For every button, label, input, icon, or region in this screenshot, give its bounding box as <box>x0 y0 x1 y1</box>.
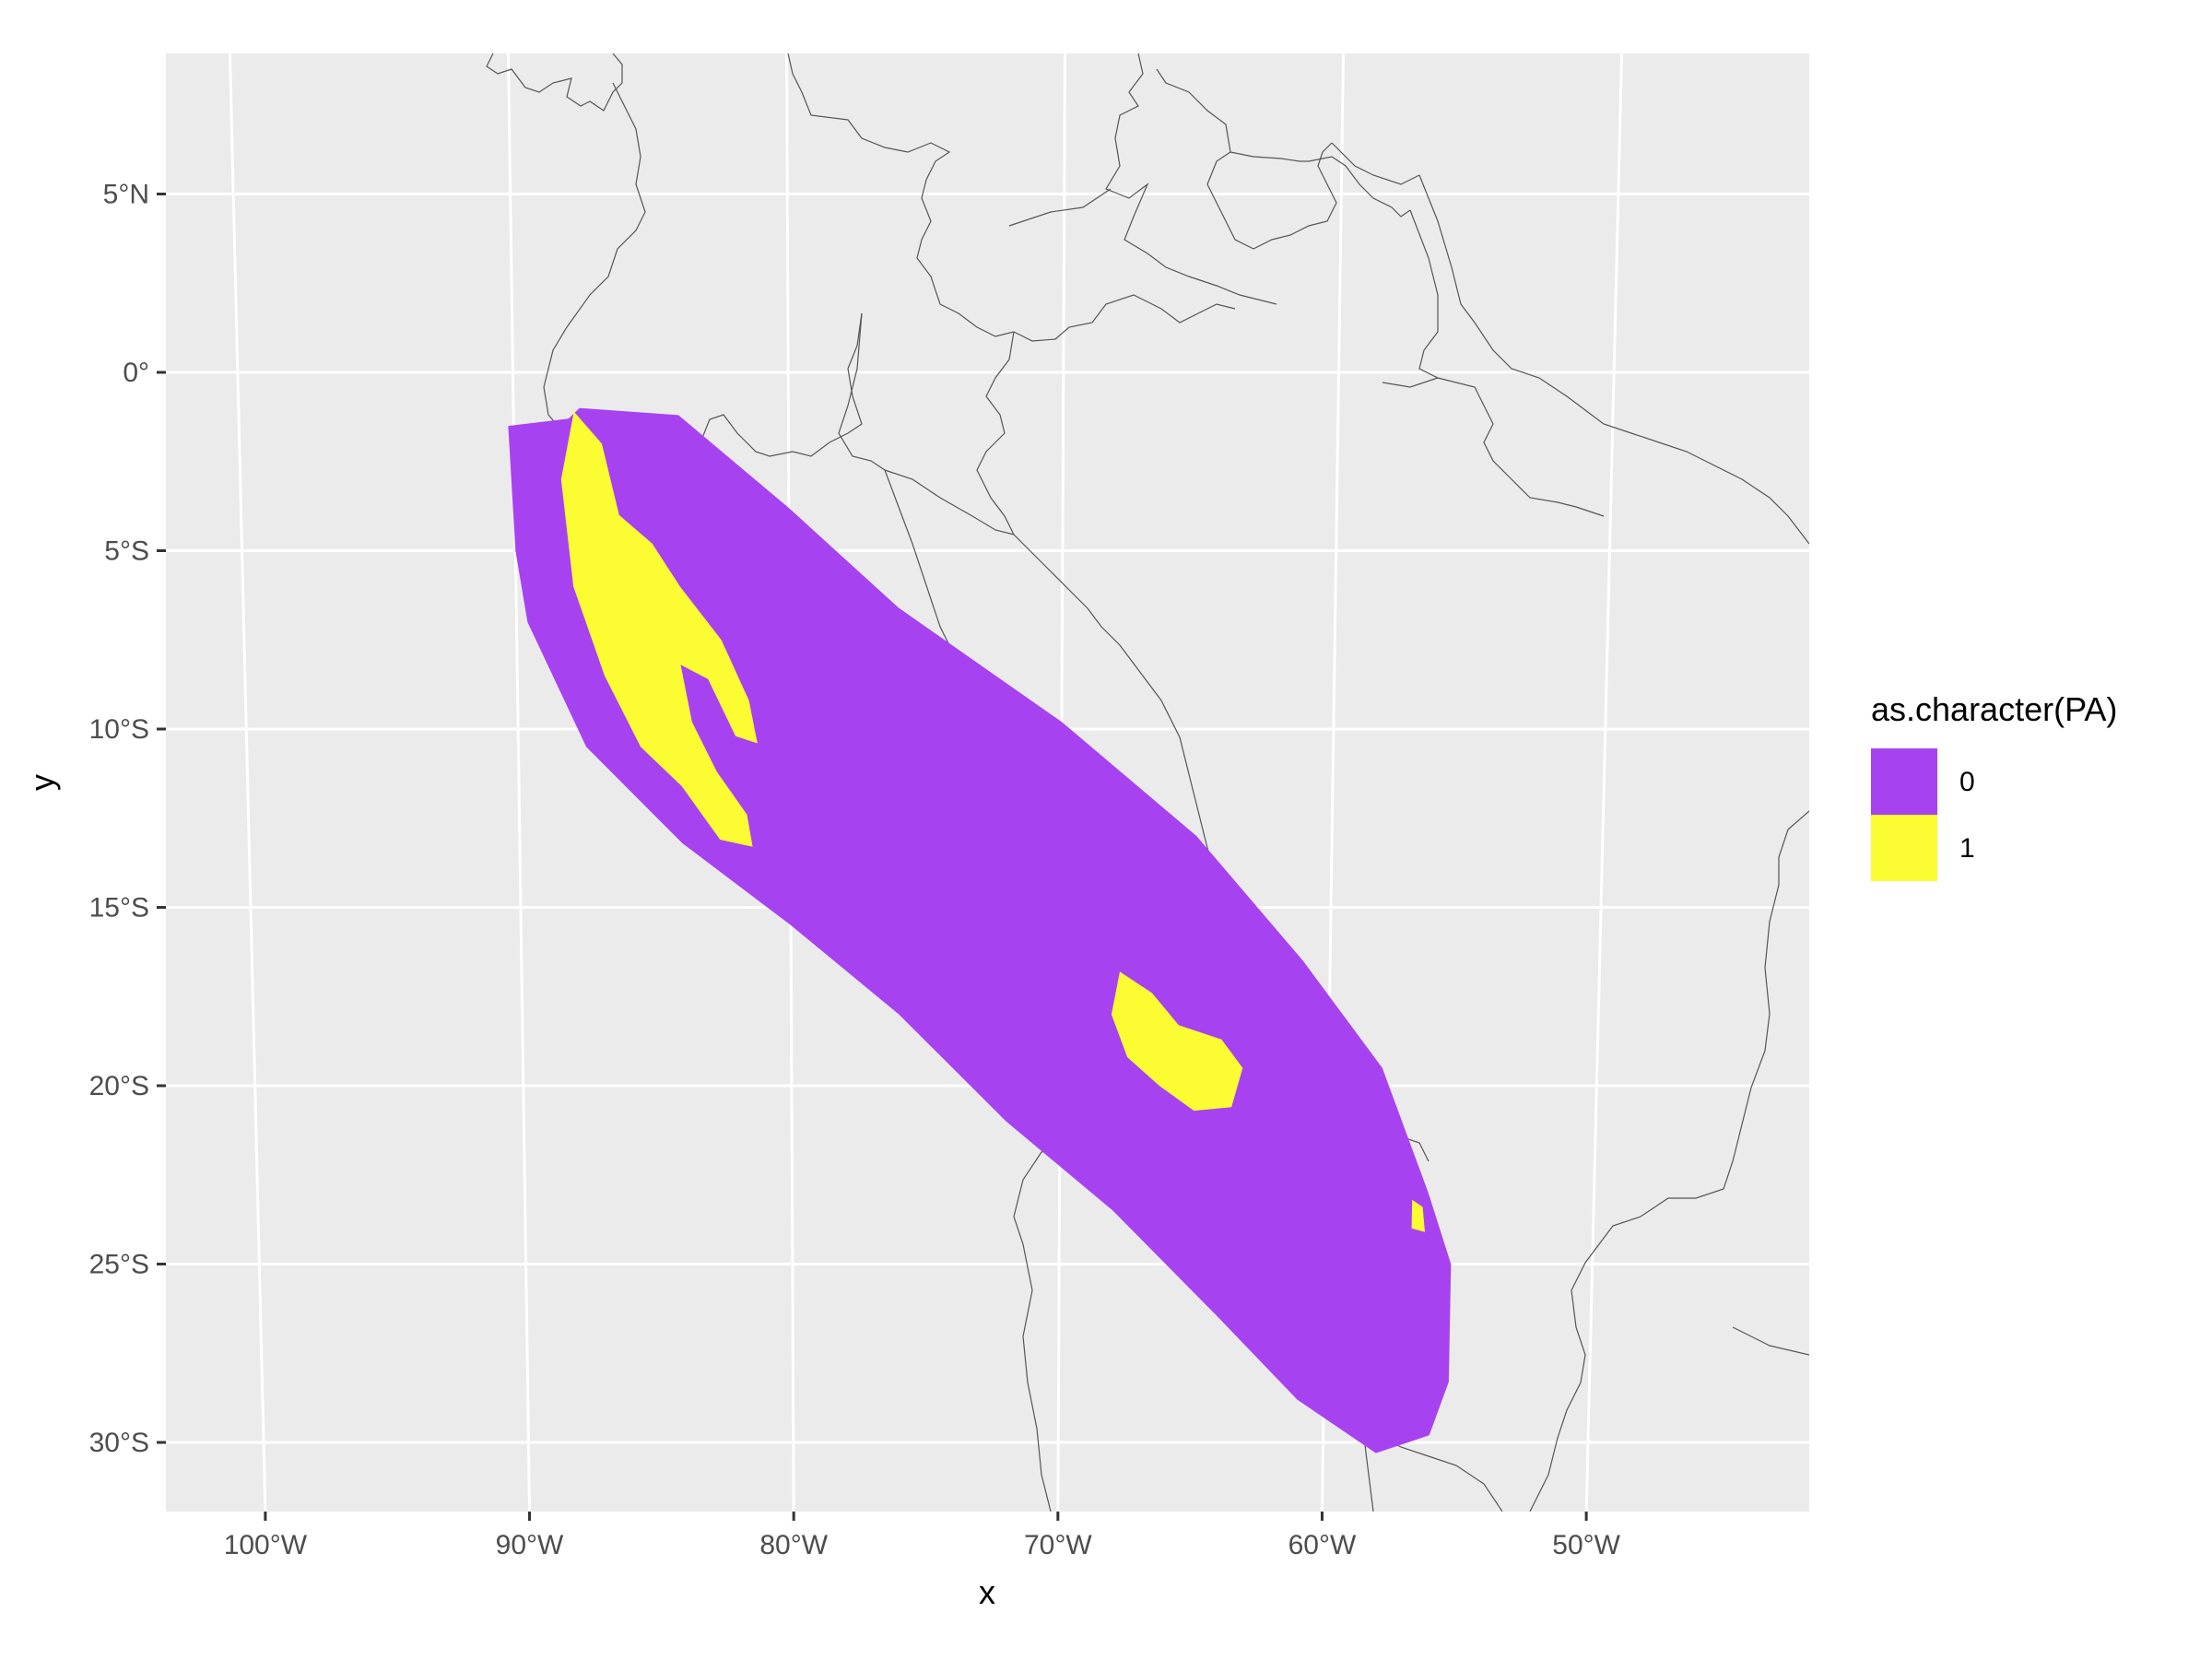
y-tick-label: 20°S <box>89 1071 149 1101</box>
graticule-meridian <box>1584 53 1624 1512</box>
legend-key-0 <box>1871 748 1937 815</box>
y-tick-label: 10°S <box>89 714 149 745</box>
y-axis-title: y <box>23 774 61 791</box>
presence-region-1 <box>1111 971 1243 1112</box>
graticule-meridian <box>506 53 532 1512</box>
legend-label-1: 1 <box>1959 833 1975 864</box>
y-tick-label: 0° <box>123 358 149 388</box>
y-tick-label: 5°N <box>103 180 149 210</box>
absence-region <box>508 407 1452 1453</box>
y-tick-label: 5°S <box>104 536 149 567</box>
y-axis: 5°N 0° 5°S 10°S 15°S 20°S 25°S 30°S <box>89 180 166 1458</box>
legend: as.character(PA) 0 1 <box>1871 690 2117 881</box>
x-axis: 100°W 90°W 80°W 70°W 60°W 50°W <box>224 1512 1621 1560</box>
graticule-meridian <box>228 53 267 1512</box>
y-tick-label: 25°S <box>89 1250 149 1280</box>
x-tick-label: 60°W <box>1288 1530 1357 1560</box>
y-tick-label: 30°S <box>89 1428 149 1458</box>
y-tick-label: 15°S <box>89 893 149 924</box>
x-tick-label: 80°W <box>759 1530 828 1560</box>
presence-region-2 <box>1411 1199 1425 1232</box>
x-tick-label: 100°W <box>224 1530 308 1560</box>
legend-title: as.character(PA) <box>1871 690 2117 728</box>
x-tick-label: 50°W <box>1552 1530 1620 1560</box>
x-tick-label: 70°W <box>1024 1530 1092 1560</box>
x-tick-label: 90°W <box>496 1530 564 1560</box>
legend-label-0: 0 <box>1959 767 1975 797</box>
legend-key-1 <box>1871 815 1937 881</box>
presence-region-0 <box>560 411 758 847</box>
presence-absence-regions <box>508 407 1452 1453</box>
x-axis-title: x <box>979 1573 995 1611</box>
